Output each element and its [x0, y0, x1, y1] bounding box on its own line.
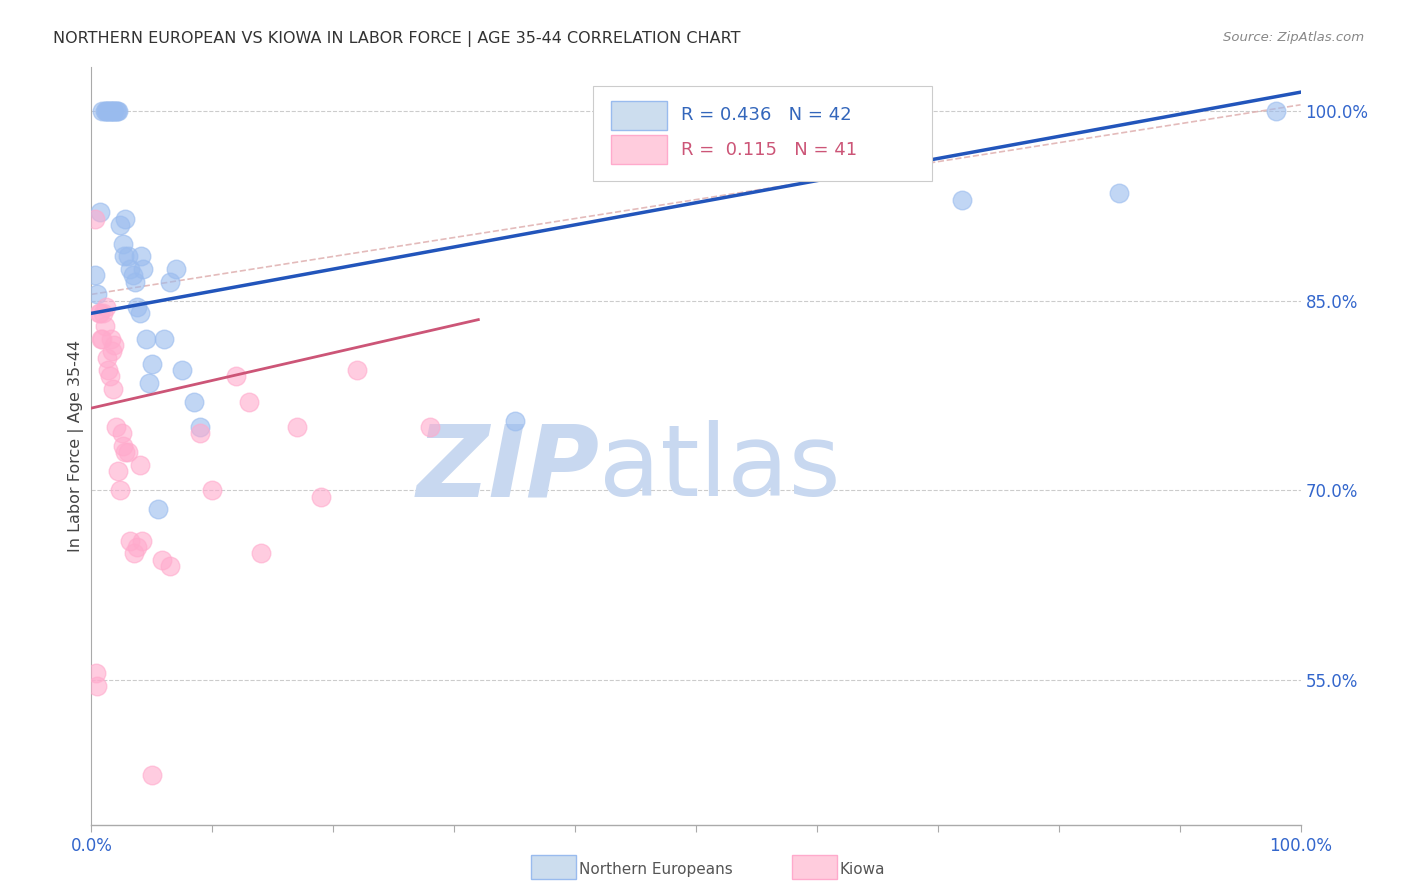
Point	[114, 211, 136, 226]
Point	[141, 357, 163, 371]
Point	[89, 306, 111, 320]
Point	[93, 306, 115, 320]
Point	[153, 332, 176, 346]
Point	[104, 104, 127, 119]
Text: NORTHERN EUROPEAN VS KIOWA IN LABOR FORCE | AGE 35-44 CORRELATION CHART: NORTHERN EUROPEAN VS KIOWA IN LABOR FORC…	[53, 31, 741, 47]
Point	[98, 104, 121, 119]
Point	[104, 420, 127, 434]
Point	[89, 205, 111, 219]
Text: R =  0.115   N = 41: R = 0.115 N = 41	[682, 141, 858, 159]
Point	[101, 104, 124, 119]
Y-axis label: In Labor Force | Age 35-44: In Labor Force | Age 35-44	[69, 340, 84, 552]
Point	[146, 502, 169, 516]
Text: Source: ZipAtlas.com: Source: ZipAtlas.com	[1223, 31, 1364, 45]
Point	[111, 426, 132, 441]
Point	[110, 483, 132, 498]
Point	[135, 332, 157, 346]
Text: R = 0.436   N = 42: R = 0.436 N = 42	[682, 106, 852, 124]
Point	[188, 420, 211, 434]
Point	[150, 552, 173, 567]
Point	[346, 363, 368, 377]
Point	[96, 351, 118, 365]
Text: Kiowa: Kiowa	[839, 863, 884, 877]
Point	[93, 318, 115, 333]
FancyBboxPatch shape	[612, 135, 666, 164]
Point	[309, 490, 332, 504]
Point	[127, 300, 149, 314]
Point	[112, 249, 135, 263]
Point	[98, 369, 121, 384]
Point	[117, 249, 139, 263]
Point	[238, 394, 260, 409]
Point	[183, 394, 205, 409]
Point	[114, 445, 136, 459]
Point	[159, 275, 181, 289]
Point	[249, 546, 271, 560]
Point	[111, 439, 134, 453]
Point	[159, 559, 181, 574]
Point	[101, 382, 124, 396]
Point	[103, 338, 125, 352]
Point	[107, 104, 129, 119]
Text: ZIP: ZIP	[416, 420, 599, 517]
Point	[201, 483, 224, 498]
Point	[120, 533, 142, 548]
Text: atlas: atlas	[599, 420, 841, 517]
Point	[128, 458, 150, 472]
Point	[101, 104, 124, 119]
Point	[84, 211, 107, 226]
Point	[120, 262, 142, 277]
Point	[84, 268, 107, 283]
Point	[97, 104, 120, 119]
Point	[90, 332, 112, 346]
Point	[188, 426, 211, 441]
Point	[128, 306, 150, 320]
Point	[91, 104, 114, 119]
Point	[105, 104, 128, 119]
Point	[103, 104, 125, 119]
Point	[172, 363, 194, 377]
Point	[91, 332, 114, 346]
Point	[132, 262, 155, 277]
Point	[100, 104, 122, 119]
Point	[101, 344, 124, 359]
Point	[225, 369, 247, 384]
Point	[127, 540, 149, 554]
Point	[165, 262, 187, 277]
Point	[122, 546, 145, 560]
Point	[124, 275, 146, 289]
Point	[141, 767, 163, 781]
Point	[94, 104, 117, 119]
Point	[84, 666, 107, 681]
Point	[111, 236, 134, 251]
Point	[1265, 104, 1288, 119]
Point	[93, 104, 115, 119]
Point	[94, 300, 117, 314]
Text: Northern Europeans: Northern Europeans	[579, 863, 733, 877]
Point	[110, 218, 132, 232]
Point	[950, 193, 973, 207]
Point	[285, 420, 308, 434]
Point	[86, 287, 108, 301]
Point	[419, 420, 441, 434]
Point	[121, 268, 143, 283]
Point	[86, 679, 108, 693]
Point	[129, 249, 152, 263]
FancyBboxPatch shape	[593, 86, 932, 180]
Point	[503, 414, 526, 428]
Point	[97, 363, 120, 377]
Point	[1108, 186, 1130, 201]
Point	[107, 464, 129, 478]
Point	[138, 376, 160, 390]
FancyBboxPatch shape	[612, 101, 666, 130]
Point	[96, 104, 118, 119]
Point	[117, 445, 139, 459]
Point	[100, 332, 122, 346]
Point	[131, 533, 153, 548]
Point	[87, 306, 110, 320]
